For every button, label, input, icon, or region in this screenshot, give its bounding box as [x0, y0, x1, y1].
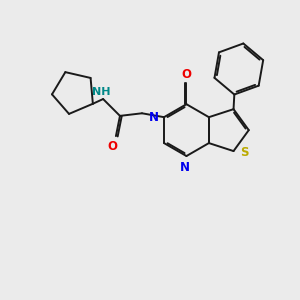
Text: N: N: [180, 161, 190, 174]
Text: O: O: [182, 68, 191, 81]
Text: N: N: [149, 111, 159, 124]
Text: S: S: [240, 146, 248, 159]
Text: NH: NH: [92, 87, 111, 97]
Text: O: O: [107, 140, 117, 153]
